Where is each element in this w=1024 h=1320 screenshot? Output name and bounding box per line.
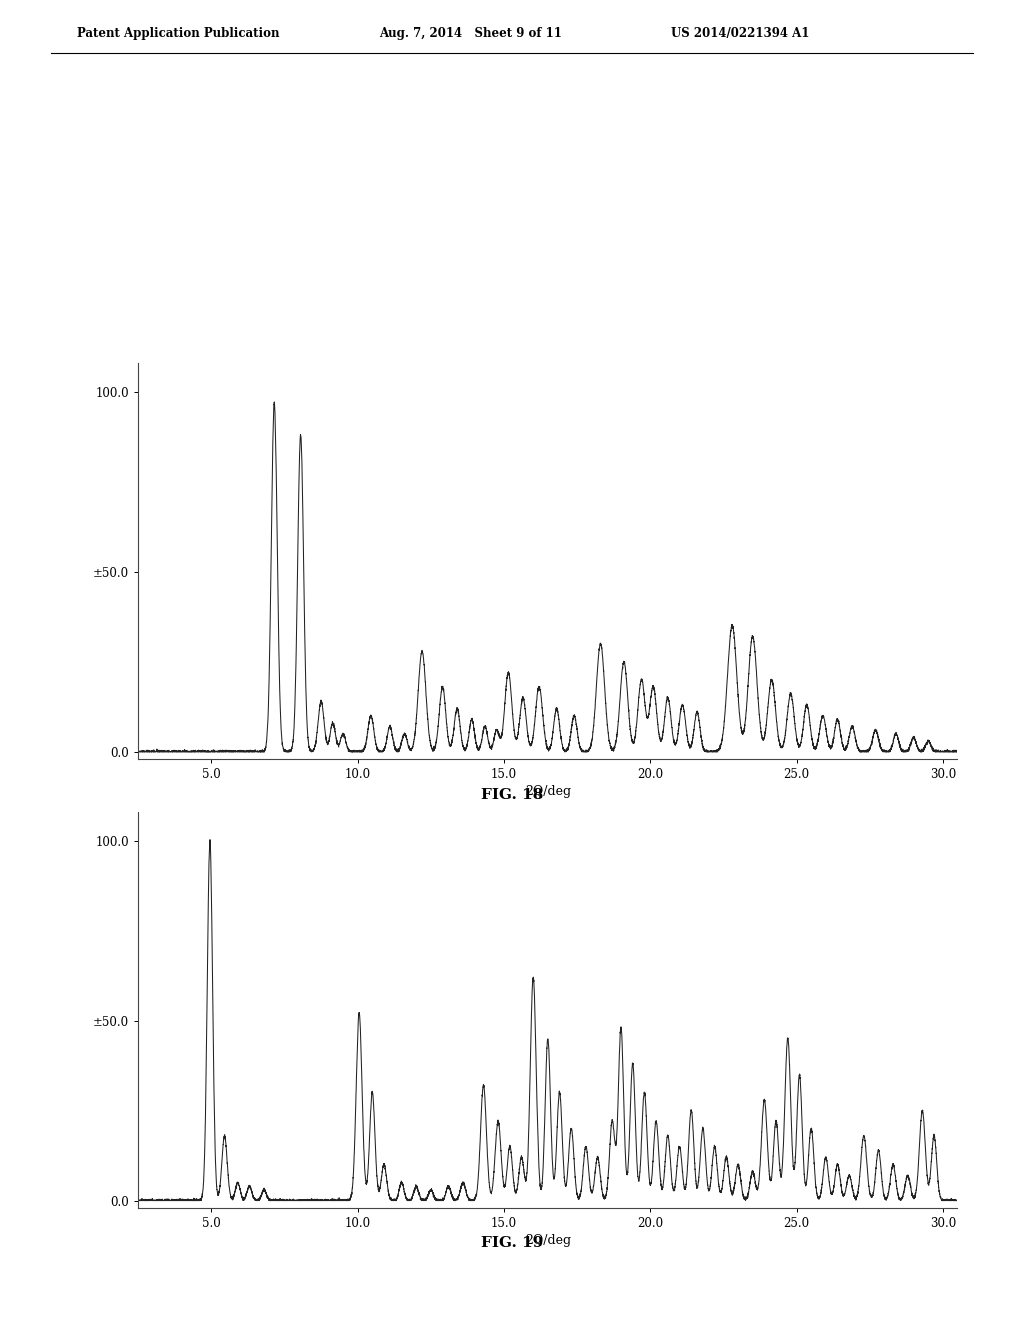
Text: Patent Application Publication: Patent Application Publication: [77, 26, 280, 40]
X-axis label: 2Q/deg: 2Q/deg: [524, 1234, 571, 1247]
Text: FIG. 19: FIG. 19: [481, 1237, 543, 1250]
X-axis label: 2Q/deg: 2Q/deg: [524, 785, 571, 799]
Text: US 2014/0221394 A1: US 2014/0221394 A1: [671, 26, 809, 40]
Text: FIG. 18: FIG. 18: [481, 788, 543, 801]
Text: Aug. 7, 2014   Sheet 9 of 11: Aug. 7, 2014 Sheet 9 of 11: [379, 26, 562, 40]
